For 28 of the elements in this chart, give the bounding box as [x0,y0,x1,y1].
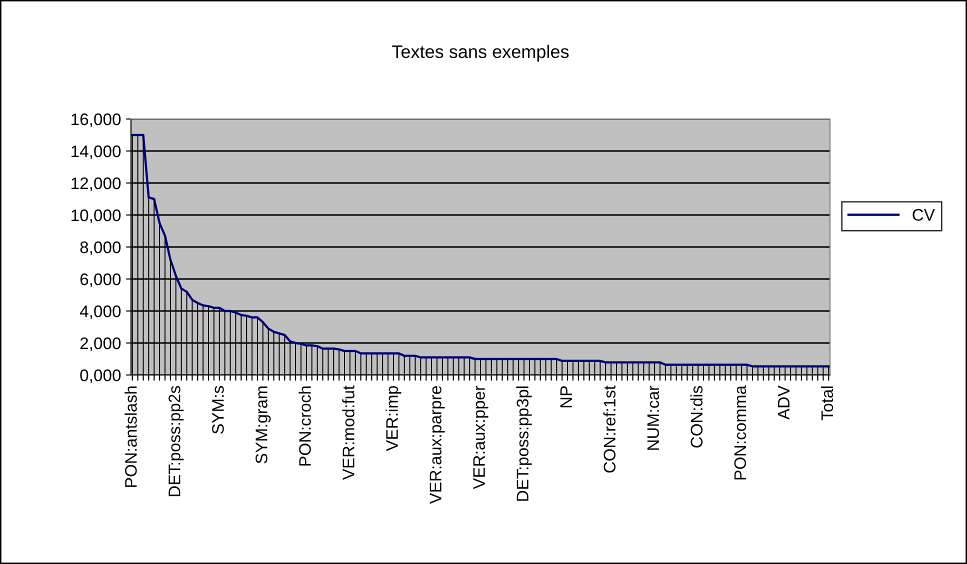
x-tick-label: PON:antslash [124,386,137,487]
x-tick-label: NUM:car [647,386,660,450]
y-tick-label: 10,000 [72,209,121,224]
x-tick-label: DET:poss:pp3pl [516,386,532,501]
y-tick-label: 2,000 [80,337,121,352]
y-tick-label: 14,000 [72,145,121,160]
x-tick-label: CON:dis [690,386,703,448]
x-tick-label: ADV [778,385,790,420]
x-tick-label: VER:aux:pper [473,386,488,490]
x-tick-label: VER:mod:fut [342,386,354,480]
x-tick-label: Total [820,386,834,420]
y-tick-label: 0,000 [80,369,121,384]
y-tick-label: 8,000 [80,241,121,256]
y-tick-label: 6,000 [80,273,121,288]
x-tick-label: PON:croch [298,386,311,466]
y-tick-label: 16,000 [72,113,121,128]
x-tick-label: VER:aux:parpre [430,386,445,504]
x-tick-label: PON:comma [734,385,746,480]
chart-title: Textes sans exemples [392,44,569,62]
x-tick-label: SYM:s [212,386,224,434]
legend-label: CV [912,208,935,221]
x-tick-label: DET:poss:pp2s [168,386,184,496]
x-tick-label: SYM:gram [256,386,271,464]
x-tick-label: VER:imp [386,386,402,452]
y-tick-label: 4,000 [80,305,121,320]
x-tick-label: CON:ref:1st [603,386,616,473]
x-tick-label: NP [560,386,572,408]
y-tick-label: 12,000 [72,177,121,192]
